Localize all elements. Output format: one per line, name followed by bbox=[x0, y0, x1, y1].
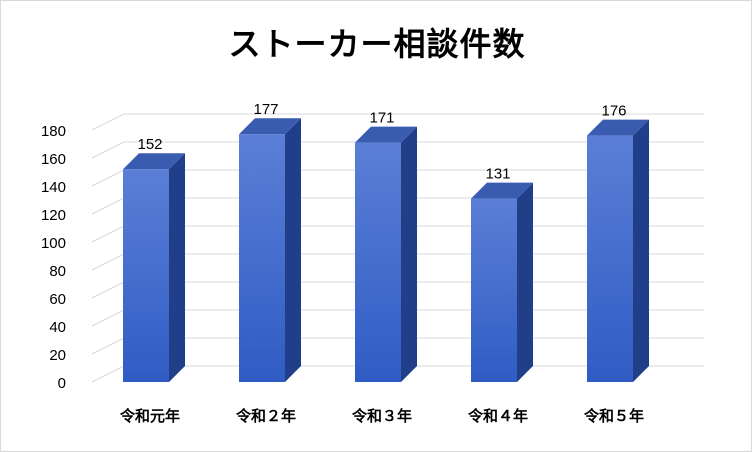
bar-front bbox=[471, 198, 517, 382]
y-tick-label: 120 bbox=[41, 207, 66, 224]
x-tick-label: 令和３年 bbox=[352, 407, 412, 425]
bar bbox=[355, 126, 417, 382]
y-tick-label: 160 bbox=[41, 151, 66, 168]
x-tick-label: 令和２年 bbox=[236, 407, 296, 425]
bar bbox=[471, 182, 533, 382]
y-axis: 0 20 40 60 80 100 120 140 160 180 bbox=[41, 123, 66, 392]
y-tick-label: 100 bbox=[41, 235, 66, 252]
bar-front bbox=[355, 142, 401, 382]
bar-side bbox=[169, 153, 185, 382]
x-tick-label: 令和元年 bbox=[120, 407, 180, 425]
bars bbox=[123, 118, 649, 382]
y-tick-label: 40 bbox=[49, 319, 66, 336]
data-label: 177 bbox=[253, 101, 278, 118]
bar-top bbox=[587, 119, 649, 136]
data-labels: 152 177 171 131 176 bbox=[137, 101, 626, 182]
bar-side bbox=[633, 119, 649, 382]
y-tick-label: 180 bbox=[41, 123, 66, 140]
data-label: 176 bbox=[601, 103, 626, 120]
x-tick-label: 令和５年 bbox=[584, 407, 644, 425]
y-tick-label: 0 bbox=[58, 375, 66, 392]
data-label: 171 bbox=[369, 110, 394, 127]
data-label: 131 bbox=[485, 166, 510, 183]
y-tick-label: 80 bbox=[49, 263, 66, 280]
bar-top bbox=[471, 182, 533, 199]
bar-side bbox=[517, 182, 533, 382]
bar-top bbox=[355, 126, 417, 143]
data-label: 152 bbox=[137, 136, 162, 153]
chart-title: ストーカー相談件数 bbox=[228, 25, 526, 63]
gridline bbox=[91, 113, 704, 131]
bar-front bbox=[239, 134, 285, 382]
bar-top bbox=[239, 118, 301, 135]
bar-front bbox=[587, 135, 633, 382]
y-tick-label: 20 bbox=[49, 347, 66, 364]
x-axis: 令和元年 令和２年 令和３年 令和４年 令和５年 bbox=[120, 407, 644, 425]
bar bbox=[239, 118, 301, 382]
y-tick-label: 60 bbox=[49, 291, 66, 308]
bar bbox=[123, 153, 185, 382]
x-tick-label: 令和４年 bbox=[468, 407, 528, 425]
bar-side bbox=[285, 118, 301, 382]
bar-front bbox=[123, 169, 169, 382]
y-tick-label: 140 bbox=[41, 179, 66, 196]
bar-side bbox=[401, 126, 417, 382]
bar bbox=[587, 119, 649, 382]
bar-top bbox=[123, 153, 185, 170]
gridline bbox=[91, 141, 704, 159]
